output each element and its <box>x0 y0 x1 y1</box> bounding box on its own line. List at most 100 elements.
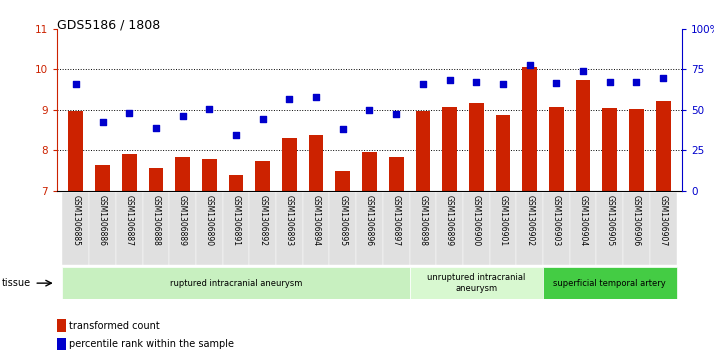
Point <box>203 106 215 112</box>
Text: unruptured intracranial
aneurysm: unruptured intracranial aneurysm <box>427 273 526 293</box>
Bar <box>469 102 483 191</box>
Point <box>550 80 562 86</box>
Text: GSM1306906: GSM1306906 <box>632 195 641 246</box>
Text: tissue: tissue <box>1 278 31 288</box>
Text: GSM1306900: GSM1306900 <box>472 195 481 246</box>
Point <box>70 81 81 87</box>
Bar <box>202 159 216 191</box>
Bar <box>303 192 329 265</box>
Bar <box>603 108 617 191</box>
Point <box>231 132 242 138</box>
Bar <box>329 192 356 265</box>
Bar <box>175 157 190 191</box>
Bar <box>256 162 270 191</box>
Bar <box>463 192 490 265</box>
Text: superficial temporal artery: superficial temporal artery <box>553 279 666 287</box>
Text: GSM1306907: GSM1306907 <box>659 195 668 246</box>
Bar <box>383 192 410 265</box>
Bar <box>523 68 537 191</box>
Bar <box>389 157 403 191</box>
Text: GDS5186 / 1808: GDS5186 / 1808 <box>57 18 161 31</box>
Bar <box>623 192 650 265</box>
Text: GSM1306886: GSM1306886 <box>98 195 107 245</box>
Text: GSM1306904: GSM1306904 <box>578 195 588 246</box>
Bar <box>62 192 89 265</box>
Text: GSM1306887: GSM1306887 <box>125 195 134 245</box>
Bar <box>223 192 249 265</box>
Bar <box>543 192 570 265</box>
Bar <box>143 192 169 265</box>
Text: GSM1306905: GSM1306905 <box>605 195 614 246</box>
Point <box>417 81 428 86</box>
Bar <box>543 268 677 299</box>
Bar <box>196 192 223 265</box>
Point <box>578 69 589 74</box>
Bar <box>496 115 511 191</box>
Text: ruptured intracranial aneurysm: ruptured intracranial aneurysm <box>170 279 302 287</box>
Point <box>337 126 348 132</box>
Point <box>658 74 669 80</box>
Text: GSM1306890: GSM1306890 <box>205 195 213 246</box>
Bar <box>410 268 543 299</box>
Bar <box>516 192 543 265</box>
Point <box>311 94 322 100</box>
Bar <box>62 268 410 299</box>
Bar <box>356 192 383 265</box>
Bar <box>629 109 644 191</box>
Bar <box>362 152 377 191</box>
Bar <box>57 338 66 350</box>
Text: percentile rank within the sample: percentile rank within the sample <box>69 339 233 349</box>
Point <box>391 111 402 117</box>
Bar <box>570 192 596 265</box>
Bar <box>116 192 143 265</box>
Bar <box>575 80 590 191</box>
Text: GSM1306899: GSM1306899 <box>445 195 454 246</box>
Bar <box>282 138 297 191</box>
Text: GSM1306885: GSM1306885 <box>71 195 80 245</box>
Text: GSM1306897: GSM1306897 <box>392 195 401 246</box>
Text: transformed count: transformed count <box>69 321 159 331</box>
Text: GSM1306903: GSM1306903 <box>552 195 561 246</box>
Text: GSM1306901: GSM1306901 <box>498 195 508 246</box>
Text: GSM1306902: GSM1306902 <box>526 195 534 246</box>
Text: GSM1306889: GSM1306889 <box>178 195 187 245</box>
Text: GSM1306896: GSM1306896 <box>365 195 374 246</box>
Point <box>604 79 615 85</box>
Bar <box>490 192 516 265</box>
Bar <box>276 192 303 265</box>
Bar <box>169 192 196 265</box>
Bar <box>89 192 116 265</box>
Text: GSM1306894: GSM1306894 <box>311 195 321 246</box>
Point <box>97 119 109 125</box>
Bar <box>656 101 670 191</box>
Point <box>257 116 268 122</box>
Point <box>150 125 161 131</box>
Point <box>497 81 508 87</box>
Point <box>471 79 482 85</box>
Bar <box>249 192 276 265</box>
Point <box>630 79 642 85</box>
Bar <box>95 165 110 191</box>
Bar <box>149 168 164 191</box>
Bar <box>596 192 623 265</box>
Bar <box>436 192 463 265</box>
Text: GSM1306895: GSM1306895 <box>338 195 347 246</box>
Bar <box>650 192 677 265</box>
Bar <box>228 175 243 191</box>
Bar <box>336 171 350 191</box>
Point <box>363 107 376 113</box>
Point <box>524 62 536 68</box>
Bar <box>69 111 83 191</box>
Point <box>283 95 295 101</box>
Text: GSM1306891: GSM1306891 <box>231 195 241 245</box>
Bar <box>442 107 457 191</box>
Bar <box>549 107 564 191</box>
Bar <box>122 154 136 191</box>
Point <box>177 113 188 119</box>
Bar <box>308 135 323 191</box>
Bar <box>57 319 66 332</box>
Point <box>124 110 135 116</box>
Text: GSM1306888: GSM1306888 <box>151 195 161 245</box>
Text: GSM1306898: GSM1306898 <box>418 195 428 245</box>
Point <box>444 77 456 83</box>
